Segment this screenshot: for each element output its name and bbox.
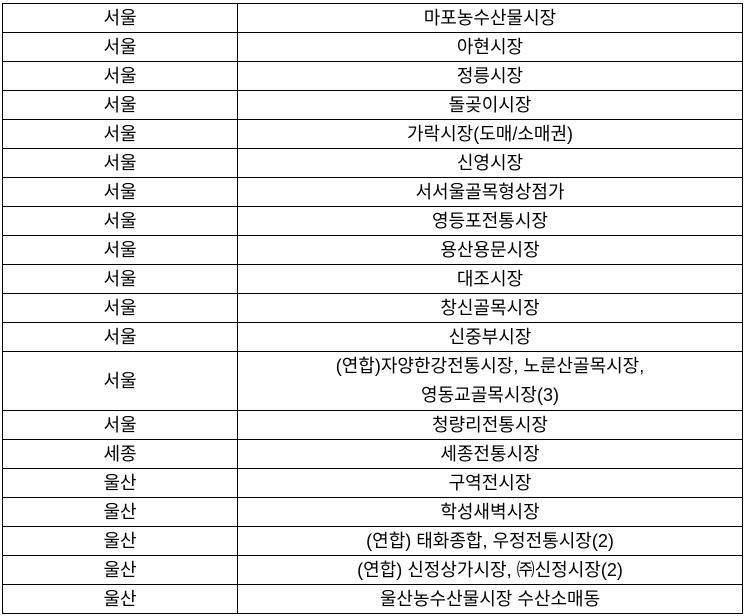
market-cell: 마포농수산물시장 <box>237 3 743 33</box>
market-cell: 용산용문시장 <box>237 235 743 265</box>
market-cell: (연합)자양한강전통시장, 노룬산골목시장, 영동교골목시장(3) <box>237 351 743 411</box>
table-row: 서울 서서울골목형상점가 <box>2 177 743 207</box>
market-cell: 학성새벽시장 <box>237 497 743 527</box>
table-row: 서울 청량리전통시장 <box>2 410 743 440</box>
market-cell: 아현시장 <box>237 32 743 62</box>
market-table-body: 서울 마포농수산물시장 서울 아현시장 서울 정릉시장 서울 돌곶이시장 서울 가락시장(도매/소… <box>2 3 743 614</box>
region-cell: 서울 <box>2 177 238 207</box>
region-cell: 울산 <box>2 468 238 498</box>
market-cell: 신중부시장 <box>237 322 743 352</box>
market-cell: 울산농수산물시장 수산소매동 <box>237 584 743 614</box>
table-row: 서울 (연합)자양한강전통시장, 노룬산골목시장, 영동교골목시장(3) <box>2 351 743 411</box>
market-cell: (연합) 신정상가시장, ㈜신정시장(2) <box>237 555 743 585</box>
region-cell: 울산 <box>2 497 238 527</box>
table-row: 울산 구역전시장 <box>2 468 743 498</box>
market-cell: 구역전시장 <box>237 468 743 498</box>
market-cell: 돌곶이시장 <box>237 90 743 120</box>
region-cell: 서울 <box>2 90 238 120</box>
table-row: 서울 대조시장 <box>2 264 743 294</box>
region-cell: 서울 <box>2 61 238 91</box>
region-cell: 서울 <box>2 32 238 62</box>
region-cell: 서울 <box>2 293 238 323</box>
region-cell: 울산 <box>2 526 238 556</box>
region-cell: 서울 <box>2 206 238 236</box>
table-row: 서울 신중부시장 <box>2 322 743 352</box>
market-line: 영동교골목시장(3) <box>421 385 559 405</box>
table-row: 서울 돌곶이시장 <box>2 90 743 120</box>
market-line: (연합)자양한강전통시장, 노룬산골목시장, <box>335 356 645 376</box>
region-cell: 서울 <box>2 264 238 294</box>
table-row: 서울 용산용문시장 <box>2 235 743 265</box>
market-cell: 영등포전통시장 <box>237 206 743 236</box>
market-table: 서울 마포농수산물시장 서울 아현시장 서울 정릉시장 서울 돌곶이시장 서울 가락시장(도매/소… <box>2 3 743 614</box>
region-cell: 울산 <box>2 584 238 614</box>
region-cell: 서울 <box>2 235 238 265</box>
table-row: 울산 (연합) 태화종합, 우정전통시장(2) <box>2 526 743 556</box>
region-cell: 세종 <box>2 439 238 469</box>
region-cell: 서울 <box>2 351 238 411</box>
table-row: 서울 영등포전통시장 <box>2 206 743 236</box>
region-cell: 울산 <box>2 555 238 585</box>
table-row: 울산 학성새벽시장 <box>2 497 743 527</box>
market-cell: 창신골목시장 <box>237 293 743 323</box>
market-cell: 정릉시장 <box>237 61 743 91</box>
market-cell: 가락시장(도매/소매권) <box>237 119 743 149</box>
table-row: 서울 가락시장(도매/소매권) <box>2 119 743 149</box>
table-row: 서울 정릉시장 <box>2 61 743 91</box>
table-row: 서울 마포농수산물시장 <box>2 3 743 33</box>
table-row: 서울 아현시장 <box>2 32 743 62</box>
market-cell: 신영시장 <box>237 148 743 178</box>
market-cell: 세종전통시장 <box>237 439 743 469</box>
region-cell: 서울 <box>2 148 238 178</box>
table-row: 울산 (연합) 신정상가시장, ㈜신정시장(2) <box>2 555 743 585</box>
region-cell: 서울 <box>2 410 238 440</box>
table-row: 서울 신영시장 <box>2 148 743 178</box>
market-cell: 청량리전통시장 <box>237 410 743 440</box>
market-cell: 대조시장 <box>237 264 743 294</box>
region-cell: 서울 <box>2 3 238 33</box>
table-row: 서울 창신골목시장 <box>2 293 743 323</box>
market-cell: (연합) 태화종합, 우정전통시장(2) <box>237 526 743 556</box>
table-row: 세종 세종전통시장 <box>2 439 743 469</box>
region-cell: 서울 <box>2 119 238 149</box>
region-cell: 서울 <box>2 322 238 352</box>
market-cell: 서서울골목형상점가 <box>237 177 743 207</box>
table-row: 울산 울산농수산물시장 수산소매동 <box>2 584 743 614</box>
